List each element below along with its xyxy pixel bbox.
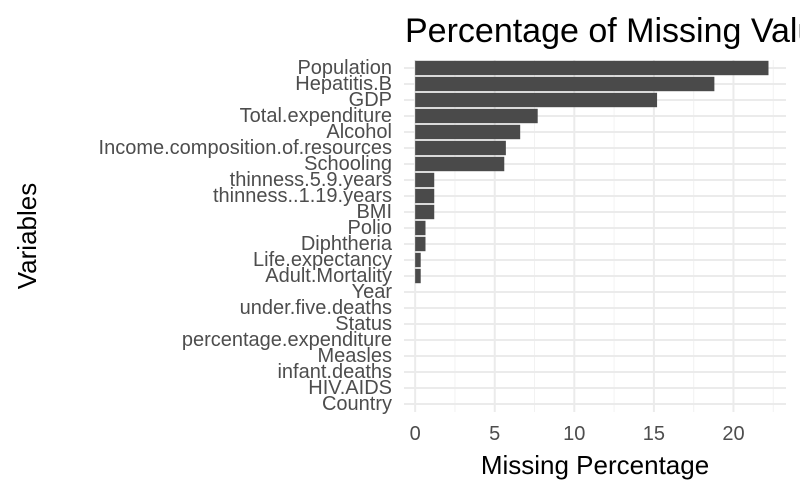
y-tick-label: Diphtheria	[301, 233, 393, 255]
x-tick-label: 20	[722, 423, 744, 445]
y-tick-label: GDP	[349, 89, 392, 111]
y-tick-label: Total.expenditure	[240, 105, 392, 127]
bar	[415, 188, 435, 204]
bar	[415, 220, 426, 236]
bar	[415, 204, 435, 220]
y-tick-label: Year	[352, 281, 393, 303]
y-tick-label: percentage.expenditure	[182, 329, 392, 351]
bar	[415, 60, 769, 76]
bar	[415, 236, 426, 252]
x-tick-label: 10	[563, 423, 585, 445]
y-tick-label: HIV.AIDS	[308, 377, 392, 399]
y-tick-label: BMI	[356, 201, 392, 223]
x-tick-labels: 0 5 10 15 20	[410, 423, 745, 445]
bar	[415, 140, 506, 156]
y-tick-label: under.five.deaths	[240, 297, 392, 319]
y-tick-label: Adult.Mortality	[265, 265, 392, 287]
y-tick-label: Alcohol	[326, 121, 392, 143]
x-axis-title: Missing Percentage	[481, 450, 709, 480]
bar	[415, 268, 421, 284]
y-tick-label: Income.composition.of.resources	[99, 137, 392, 159]
chart-title: Percentage of Missing Values	[405, 12, 800, 50]
bars	[415, 60, 769, 284]
bar	[415, 252, 421, 268]
y-axis-title: Variables	[12, 183, 42, 289]
y-tick-labels: PopulationHepatitis.BGDPTotal.expenditur…	[99, 57, 393, 415]
y-tick-label: Measles	[318, 345, 392, 367]
y-tick-label: Population	[297, 57, 392, 79]
bar	[415, 172, 435, 188]
x-tick-label: 0	[410, 423, 421, 445]
x-tick-label: 5	[489, 423, 500, 445]
y-tick-label: infant.deaths	[277, 361, 392, 383]
bar	[415, 124, 521, 140]
x-tick-label: 15	[643, 423, 665, 445]
y-tick-label: Status	[335, 313, 392, 335]
bar	[415, 92, 658, 108]
y-tick-label: Hepatitis.B	[295, 73, 392, 95]
y-tick-label: Life.expectancy	[253, 249, 392, 271]
bar	[415, 108, 538, 124]
bar	[415, 76, 715, 92]
y-tick-label: Country	[322, 393, 392, 415]
y-tick-label: Polio	[348, 217, 392, 239]
y-tick-label: thinness.5.9.years	[230, 169, 392, 191]
bar	[415, 156, 505, 172]
y-tick-label: thinness..1.19.years	[213, 185, 392, 207]
y-tick-label: Schooling	[304, 153, 392, 175]
